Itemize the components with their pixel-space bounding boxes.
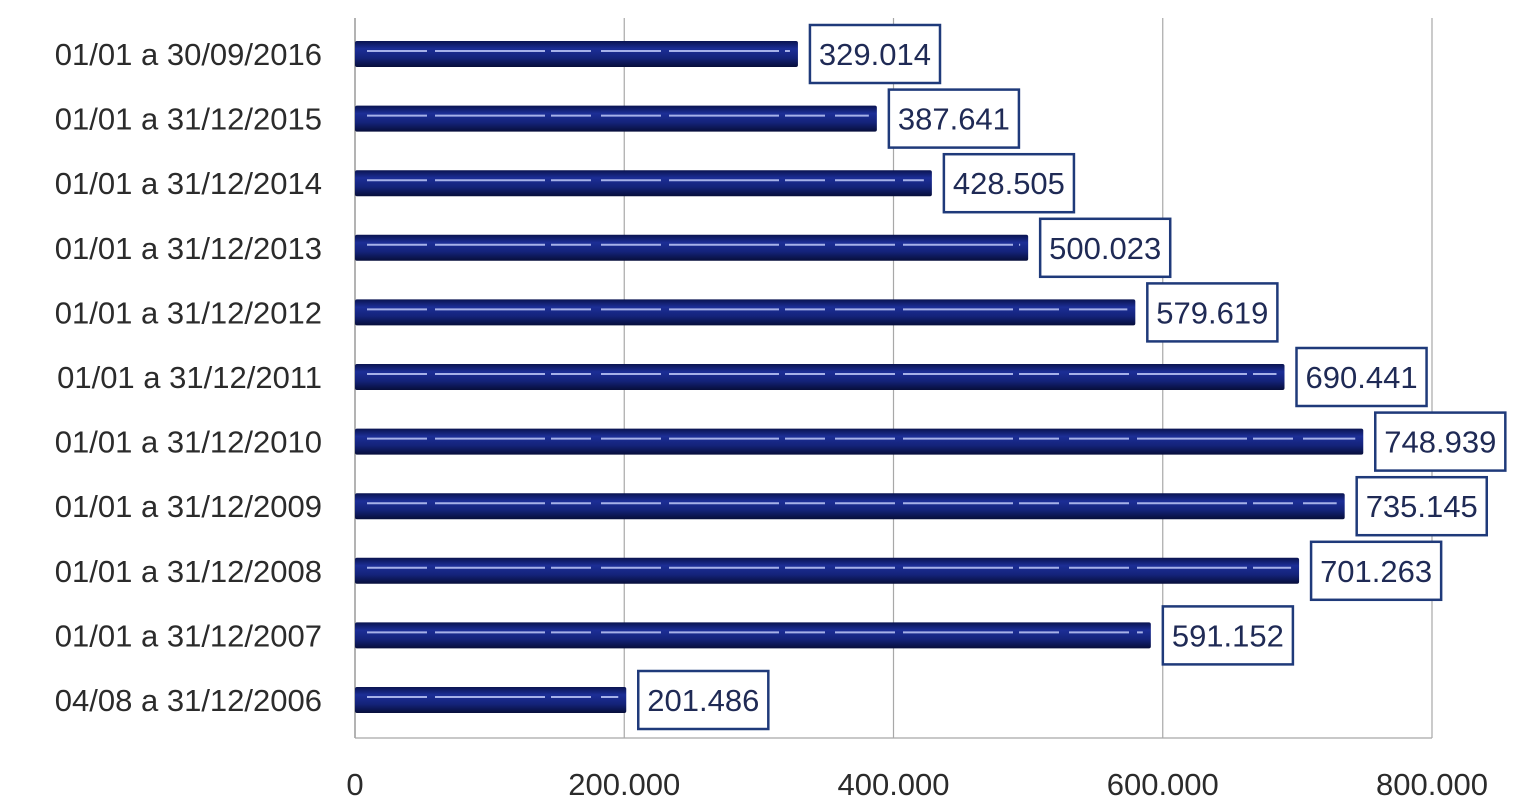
category-label: 01/01 a 31/12/2013	[55, 231, 322, 266]
data-label-box	[887, 88, 1021, 149]
data-label-text: 579.619	[1156, 295, 1268, 330]
category-label: 01/01 a 31/12/2011	[57, 360, 322, 395]
bar	[355, 428, 1364, 455]
data-label-box	[1309, 540, 1443, 602]
data-label: 201.486	[637, 669, 770, 731]
bar	[355, 170, 932, 197]
data-label-text: 329.014	[819, 37, 931, 72]
bar	[355, 493, 1345, 520]
bar	[355, 41, 798, 67]
data-label-text: 748.939	[1384, 425, 1496, 460]
data-label: 329.014	[808, 23, 942, 85]
data-label-text: 591.152	[1172, 618, 1284, 653]
data-label-box	[1146, 282, 1279, 343]
data-label-box	[808, 23, 942, 85]
bars	[355, 41, 1364, 713]
category-label: 04/08 a 31/12/2006	[55, 683, 322, 718]
x-tick-label: 0	[346, 767, 363, 801]
category-label: 01/01 a 30/09/2016	[55, 37, 322, 72]
x-tick-label: 800.000	[1376, 767, 1488, 801]
x-tick-label: 400.000	[837, 767, 949, 801]
bar	[355, 234, 1029, 261]
data-label: 500.023	[1038, 217, 1172, 279]
data-label: 701.263	[1309, 540, 1443, 602]
data-labels: 329.014 387.641 428.505 500.023 579.619 690.4…	[637, 23, 1507, 731]
category-label: 01/01 a 31/12/2014	[55, 166, 322, 201]
data-label-box	[637, 669, 770, 731]
bar	[355, 687, 627, 713]
category-labels: 01/01 a 30/09/2016 01/01 a 31/12/2015 01/0…	[55, 37, 322, 718]
bar	[355, 557, 1300, 584]
data-label: 690.441	[1295, 346, 1428, 408]
category-label: 01/01 a 31/12/2015	[55, 102, 322, 137]
category-label: 01/01 a 31/12/2009	[55, 489, 322, 524]
data-label-text: 387.641	[898, 102, 1010, 137]
data-label: 428.505	[942, 152, 1076, 214]
data-label-box	[1038, 217, 1172, 279]
data-label: 387.641	[887, 88, 1021, 149]
bar	[355, 105, 877, 132]
data-label-box	[1161, 605, 1295, 666]
data-label: 735.145	[1355, 475, 1489, 537]
data-label-text: 701.263	[1320, 554, 1432, 589]
data-label-box	[1355, 475, 1489, 537]
category-label: 01/01 a 31/12/2010	[55, 425, 322, 460]
bar	[355, 299, 1136, 326]
category-label: 01/01 a 31/12/2008	[55, 554, 322, 589]
category-label: 01/01 a 31/12/2012	[55, 295, 322, 330]
data-label-text: 500.023	[1049, 231, 1161, 266]
bar	[355, 622, 1151, 649]
data-label-text: 201.486	[647, 683, 759, 718]
data-label: 591.152	[1161, 605, 1295, 666]
bar	[355, 364, 1285, 390]
data-label: 579.619	[1146, 282, 1279, 343]
data-label-text: 735.145	[1366, 489, 1478, 524]
data-label-text: 428.505	[953, 166, 1065, 201]
data-label: 748.939	[1374, 411, 1507, 472]
x-tick-label: 200.000	[568, 767, 680, 801]
data-label-box	[942, 152, 1076, 214]
data-label-text: 690.441	[1306, 360, 1418, 395]
data-label-box	[1295, 346, 1428, 408]
x-axis-tick-labels: 0 200.000 400.000 600.000 800.000	[346, 767, 1488, 802]
data-label-box	[1374, 411, 1507, 472]
category-label: 01/01 a 31/12/2007	[55, 618, 322, 653]
x-tick-label: 600.000	[1107, 767, 1219, 801]
